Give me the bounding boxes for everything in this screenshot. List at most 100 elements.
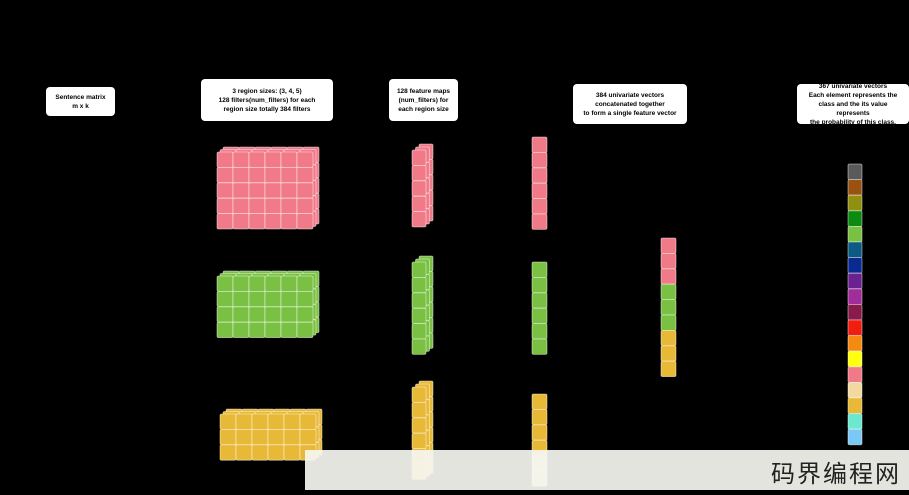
filter-stack-green-cell bbox=[248, 290, 266, 308]
output-class-cell bbox=[847, 350, 863, 368]
concat-vector-cell bbox=[660, 314, 677, 331]
filter-stack-yellow-cell bbox=[299, 428, 317, 446]
output-class-cell bbox=[847, 225, 863, 243]
filter-stack-pink-cell bbox=[232, 197, 250, 214]
filter-stack-yellow-cell bbox=[267, 428, 285, 446]
filter-stack-pink-cell bbox=[296, 182, 314, 199]
filter-stack-green-cell bbox=[264, 306, 282, 323]
filter-stack-yellow-cell bbox=[283, 413, 301, 430]
filter-stack-pink-cell bbox=[232, 213, 250, 230]
filter-stack-pink-cell bbox=[232, 151, 250, 168]
filter-stack-pink-cell bbox=[248, 182, 266, 199]
vector-green-cell bbox=[531, 338, 548, 355]
region-sizes-label: 3 region sizes: (3, 4, 5) 128 filters(nu… bbox=[201, 79, 333, 121]
output-vectors-label: 367 univariate vectors Each element repr… bbox=[797, 83, 909, 126]
feature-map-pink-cell bbox=[411, 180, 427, 197]
filter-stack-yellow-cell bbox=[219, 413, 237, 430]
filter-stack-pink-cell bbox=[264, 151, 282, 168]
concat-vector-cell bbox=[660, 237, 677, 254]
vector-yellow-cell bbox=[531, 408, 548, 426]
filter-stack-yellow-cell bbox=[219, 428, 237, 446]
filter-stack-pink-cell bbox=[296, 213, 314, 230]
filter-stack-pink-cell bbox=[216, 213, 234, 230]
vector-green-cell bbox=[531, 276, 548, 294]
filter-stack-yellow-cell bbox=[283, 444, 301, 461]
filter-stack-pink-cell bbox=[296, 151, 314, 168]
filter-stack-pink-cell bbox=[296, 166, 314, 184]
filter-stack-green-cell bbox=[280, 275, 298, 292]
vector-pink-cell bbox=[531, 198, 548, 215]
filter-stack-pink-cell bbox=[264, 166, 282, 184]
output-class-cell bbox=[847, 428, 863, 446]
feature-map-yellow-cell bbox=[411, 432, 427, 450]
filter-stack-pink-cell bbox=[280, 166, 298, 184]
vector-pink-cell bbox=[531, 151, 548, 169]
filter-stack-green-cell bbox=[232, 321, 250, 339]
filter-stack-pink-cell bbox=[232, 182, 250, 199]
watermark-banner bbox=[305, 450, 909, 490]
filter-stack-pink-cell bbox=[264, 197, 282, 214]
feature-map-pink-cell bbox=[411, 164, 427, 182]
output-class-cell bbox=[847, 241, 863, 259]
filter-stack-green-cell bbox=[216, 275, 234, 292]
filter-stack-green-cell bbox=[232, 306, 250, 323]
filter-stack-green-cell bbox=[264, 275, 282, 292]
output-class-cell bbox=[847, 288, 863, 305]
concat-vector-cell bbox=[660, 252, 677, 270]
filter-stack-pink-cell bbox=[232, 166, 250, 184]
feature-maps-label: 128 feature maps (num_filters) for each … bbox=[389, 79, 458, 121]
filter-stack-pink-cell bbox=[280, 182, 298, 199]
output-class-cell bbox=[847, 413, 863, 430]
filter-stack-pink-cell bbox=[280, 197, 298, 214]
concat-vector-cell bbox=[660, 299, 677, 316]
filter-stack-pink-cell bbox=[216, 151, 234, 168]
filter-stack-green-cell bbox=[248, 306, 266, 323]
filter-stack-yellow-cell bbox=[267, 444, 285, 461]
filter-stack-yellow-cell bbox=[219, 444, 237, 461]
filter-stack-green-cell bbox=[216, 290, 234, 308]
filter-stack-pink-cell bbox=[216, 182, 234, 199]
output-class-cell bbox=[847, 366, 863, 383]
feature-map-yellow-cell bbox=[411, 401, 427, 419]
filter-stack-pink-cell bbox=[248, 197, 266, 214]
output-class-cell bbox=[847, 335, 863, 352]
feature-map-green-cell bbox=[411, 276, 427, 294]
filter-stack-green-cell bbox=[296, 321, 314, 339]
vector-green-cell bbox=[531, 323, 548, 340]
feature-map-yellow-cell bbox=[411, 417, 427, 434]
filter-stack-green-cell bbox=[280, 290, 298, 308]
filter-stack-pink-cell bbox=[280, 213, 298, 230]
vector-pink-cell bbox=[531, 136, 548, 153]
concat-vector-cell bbox=[660, 345, 677, 362]
filter-stack-green-cell bbox=[280, 306, 298, 323]
filter-stack-pink-cell bbox=[216, 197, 234, 214]
filter-stack-yellow-cell bbox=[267, 413, 285, 430]
filter-stack-green-cell bbox=[296, 275, 314, 292]
filter-stack-green-cell bbox=[232, 275, 250, 292]
feature-map-green-cell bbox=[411, 261, 427, 278]
filter-stack-pink-cell bbox=[248, 213, 266, 230]
filter-stack-yellow-cell bbox=[235, 413, 253, 430]
output-class-cell bbox=[847, 257, 863, 274]
filter-stack-yellow-cell bbox=[283, 428, 301, 446]
feature-map-green-cell bbox=[411, 292, 427, 309]
filter-stack-yellow-cell bbox=[251, 444, 269, 461]
feature-map-green-cell bbox=[411, 323, 427, 340]
filter-stack-pink-cell bbox=[248, 151, 266, 168]
vector-green-cell bbox=[531, 261, 548, 278]
output-class-cell bbox=[847, 272, 863, 290]
output-class-cell bbox=[847, 303, 863, 321]
filter-stack-green-cell bbox=[216, 321, 234, 339]
sentence-matrix-label: Sentence matrix m x k bbox=[46, 87, 115, 116]
feature-map-pink-cell bbox=[411, 211, 427, 228]
feature-map-pink-cell bbox=[411, 149, 427, 166]
filter-stack-green-cell bbox=[248, 275, 266, 292]
filter-stack-yellow-cell bbox=[235, 444, 253, 461]
filter-stack-pink-cell bbox=[280, 151, 298, 168]
feature-map-green-cell bbox=[411, 307, 427, 325]
vector-pink-cell bbox=[531, 182, 548, 199]
filter-stack-yellow-cell bbox=[251, 413, 269, 430]
filter-stack-green-cell bbox=[248, 321, 266, 339]
